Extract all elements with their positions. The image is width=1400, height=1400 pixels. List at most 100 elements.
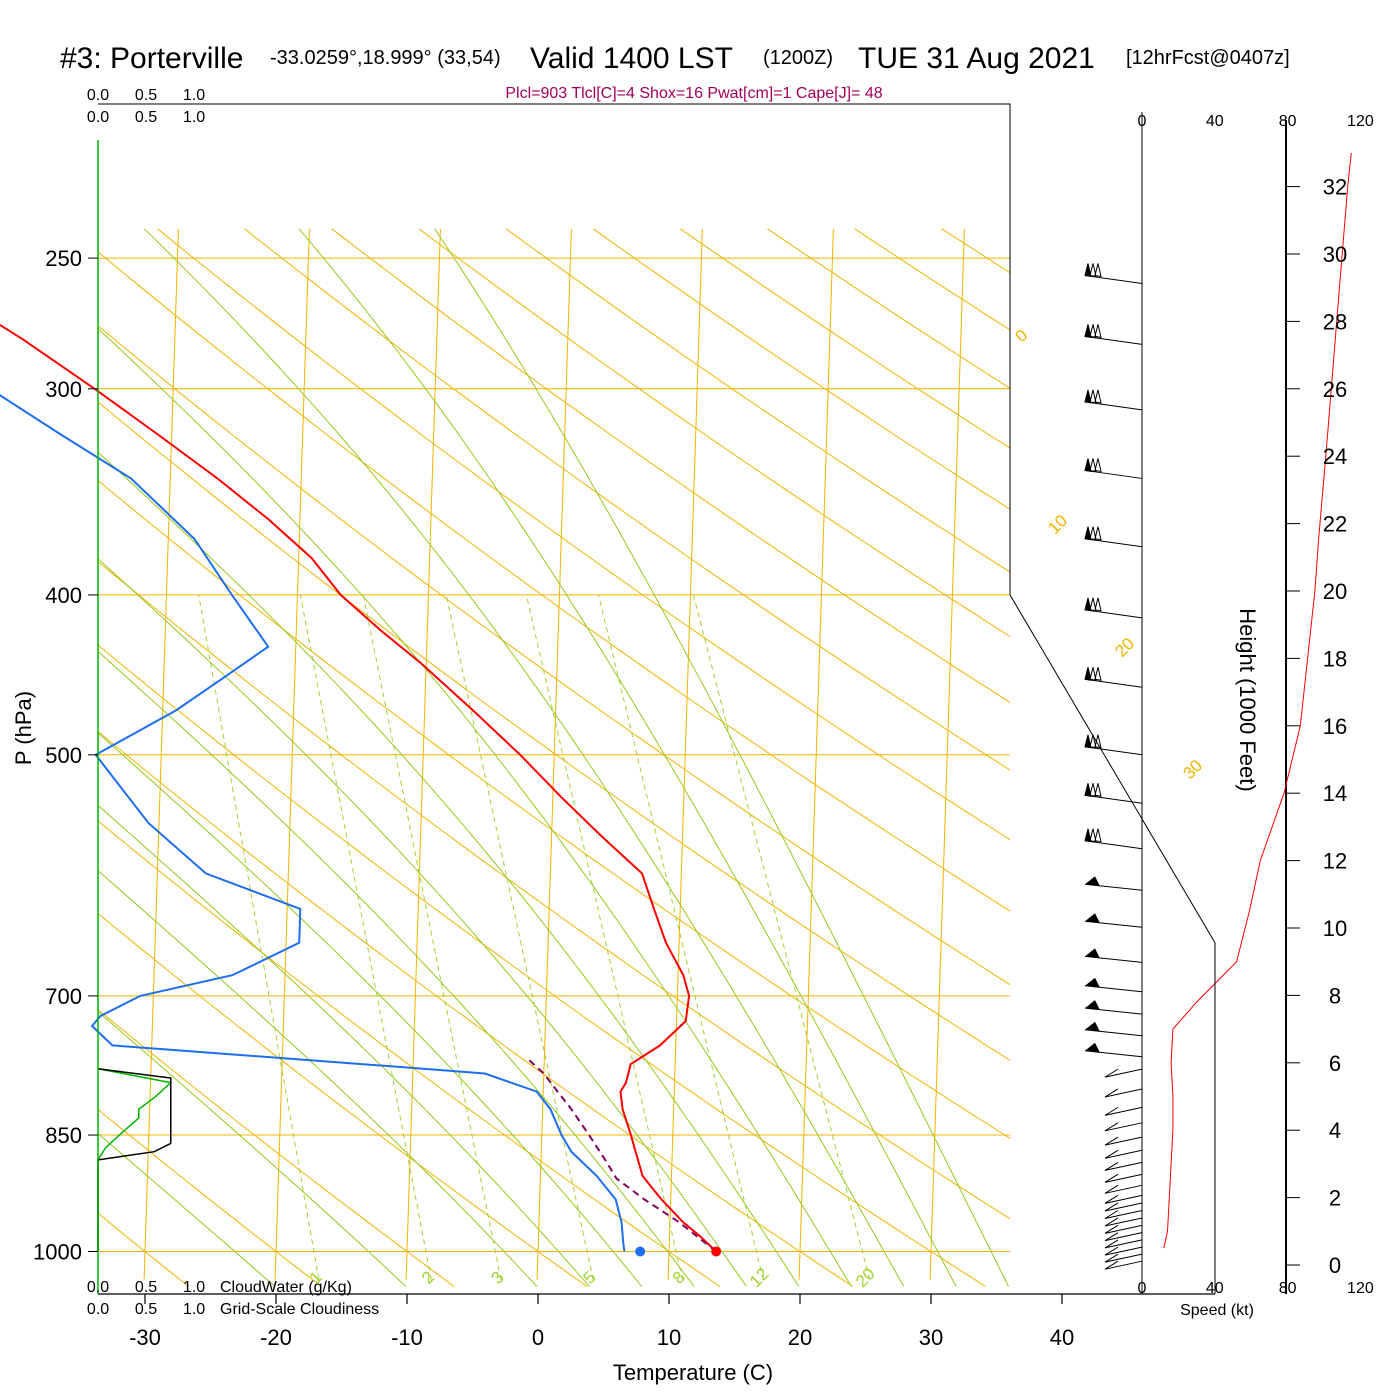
speed-tick-label-top: 120 bbox=[1347, 113, 1374, 130]
dry-adiabat bbox=[244, 228, 1010, 771]
wind-barb-flag bbox=[1085, 913, 1100, 924]
wind-barb-feather bbox=[1104, 1173, 1119, 1183]
wind-barb-flag bbox=[1085, 1021, 1100, 1032]
wind-barb bbox=[1104, 1253, 1143, 1263]
wind-barb-flag bbox=[1085, 734, 1091, 748]
p-tick-label: 500 bbox=[45, 743, 82, 768]
height-tick-label: 16 bbox=[1323, 714, 1347, 739]
wind-barb bbox=[1084, 389, 1143, 411]
dry-adiabat bbox=[98, 1108, 322, 1287]
wind-barb bbox=[1084, 876, 1143, 891]
wind-barb-feather bbox=[1104, 1136, 1119, 1146]
wind-barb-staff bbox=[1104, 1149, 1143, 1159]
mixing-ratio-line bbox=[598, 594, 764, 1280]
cloud-water-tick-top: 1.0 bbox=[183, 87, 205, 104]
height-tick-label: 20 bbox=[1323, 579, 1347, 604]
p-tick-label: 250 bbox=[45, 246, 82, 271]
wind-barb bbox=[1104, 1210, 1143, 1219]
height-tick-label: 22 bbox=[1323, 512, 1347, 537]
wind-barb-feather bbox=[1104, 1246, 1119, 1256]
wind-barb-flag bbox=[1094, 597, 1102, 612]
height-axis-title: Height (1000 Feet) bbox=[1235, 608, 1260, 791]
wind-barb bbox=[1084, 458, 1143, 479]
wind-barb-flag bbox=[1094, 828, 1102, 843]
wind-barb-staff bbox=[1104, 1224, 1143, 1234]
dry-adiabat bbox=[98, 820, 721, 1287]
wind-barb bbox=[1084, 324, 1143, 345]
wind-barb-flag bbox=[1094, 667, 1102, 681]
wind-barb-flag bbox=[1085, 1000, 1100, 1011]
wind-barb-feather bbox=[1104, 1224, 1119, 1234]
dry-adiabat bbox=[98, 912, 588, 1287]
height-tick-label: 10 bbox=[1323, 916, 1347, 941]
wind-barb-feather bbox=[1104, 1184, 1119, 1194]
wind-barb-staff bbox=[1104, 1253, 1143, 1263]
wind-barb-flag bbox=[1089, 324, 1097, 339]
wind-barb-flag bbox=[1089, 597, 1097, 612]
wind-barb-flag bbox=[1089, 734, 1097, 749]
moist-adiabat bbox=[98, 650, 695, 1287]
cloudiness-tick-top: 0.5 bbox=[135, 109, 157, 126]
dewpoint-trace bbox=[0, 394, 626, 1252]
wind-barb-feather bbox=[1104, 1253, 1119, 1263]
wind-barb bbox=[1084, 1042, 1143, 1058]
isotherm-line bbox=[536, 228, 572, 1280]
mixing-ratio-line bbox=[198, 594, 320, 1280]
cloudiness-tick-bottom: 0.0 bbox=[87, 1301, 109, 1318]
wind-barb bbox=[1104, 1173, 1143, 1183]
forecast-run: [12hrFcst@0407z] bbox=[1126, 47, 1290, 69]
height-tick-label: 18 bbox=[1323, 646, 1347, 671]
height-tick-label: 24 bbox=[1323, 444, 1347, 469]
wind-barb bbox=[1104, 1136, 1143, 1146]
cloudiness-tick-bottom: 0.5 bbox=[135, 1301, 157, 1318]
height-tick-label: 2 bbox=[1329, 1186, 1341, 1211]
p-tick-label: 700 bbox=[45, 984, 82, 1009]
surface-dewpoint-dot bbox=[635, 1246, 646, 1257]
wind-barb-staff bbox=[1104, 1136, 1143, 1146]
moist-adiabat bbox=[98, 1132, 276, 1287]
mixing-ratio-line bbox=[692, 594, 871, 1280]
wind-barb bbox=[1084, 597, 1143, 619]
wind-barb bbox=[1104, 1122, 1143, 1132]
wind-barb bbox=[1104, 1068, 1143, 1078]
wind-barb-flag bbox=[1089, 828, 1097, 843]
cloud-water-tick-bottom: 0.0 bbox=[87, 1279, 109, 1296]
wind-barb bbox=[1104, 1246, 1143, 1256]
wind-barb-feather bbox=[1104, 1068, 1119, 1078]
height-tick-label: 32 bbox=[1323, 175, 1347, 200]
wind-barb-flag bbox=[1085, 324, 1091, 338]
wind-barb bbox=[1084, 913, 1143, 928]
moist-adiabat bbox=[98, 869, 538, 1287]
temperature-trace bbox=[0, 323, 717, 1253]
moist-adiabat bbox=[98, 804, 590, 1287]
wind-barb-staff bbox=[1104, 1106, 1143, 1116]
height-tick-label: 0 bbox=[1329, 1253, 1341, 1278]
wind-barb-flag bbox=[1085, 783, 1091, 797]
moist-adiabat bbox=[98, 557, 747, 1287]
mixing-ratio-line bbox=[525, 594, 683, 1280]
wind-barb-flag bbox=[1094, 783, 1102, 797]
wind-barb bbox=[1084, 977, 1143, 993]
speed-tick-label-top: 80 bbox=[1279, 113, 1297, 130]
wind-barb bbox=[1104, 1194, 1143, 1204]
wind-barb-flag bbox=[1089, 263, 1097, 278]
diagram-right-boundary bbox=[98, 103, 1216, 1294]
wind-barb bbox=[1084, 734, 1143, 756]
wind-barb-flag bbox=[1089, 389, 1097, 404]
wind-barb-flag bbox=[1085, 977, 1100, 988]
dry-adiabat bbox=[98, 560, 1010, 1220]
wind-barb bbox=[1084, 1000, 1143, 1015]
wind-barb-feather bbox=[1104, 1210, 1119, 1219]
p-tick-label: 850 bbox=[45, 1123, 82, 1148]
speed-tick-label-bottom: 40 bbox=[1206, 1280, 1224, 1297]
speed-axis-title: Speed (kt) bbox=[1180, 1302, 1254, 1319]
dry-adiabat bbox=[157, 228, 1010, 841]
wind-barb-staff bbox=[1084, 840, 1143, 850]
wind-barb-staff bbox=[1104, 1239, 1143, 1249]
axis-labels: -30 -20 -10 0 10 20 30 402503004005007008501000… bbox=[33, 87, 1374, 1350]
wind-barb-staff bbox=[1084, 678, 1143, 688]
dry-adiabat bbox=[418, 228, 1010, 637]
dry-adiabat bbox=[331, 228, 1010, 703]
cloud-water-tick-top: 0.0 bbox=[87, 87, 109, 104]
